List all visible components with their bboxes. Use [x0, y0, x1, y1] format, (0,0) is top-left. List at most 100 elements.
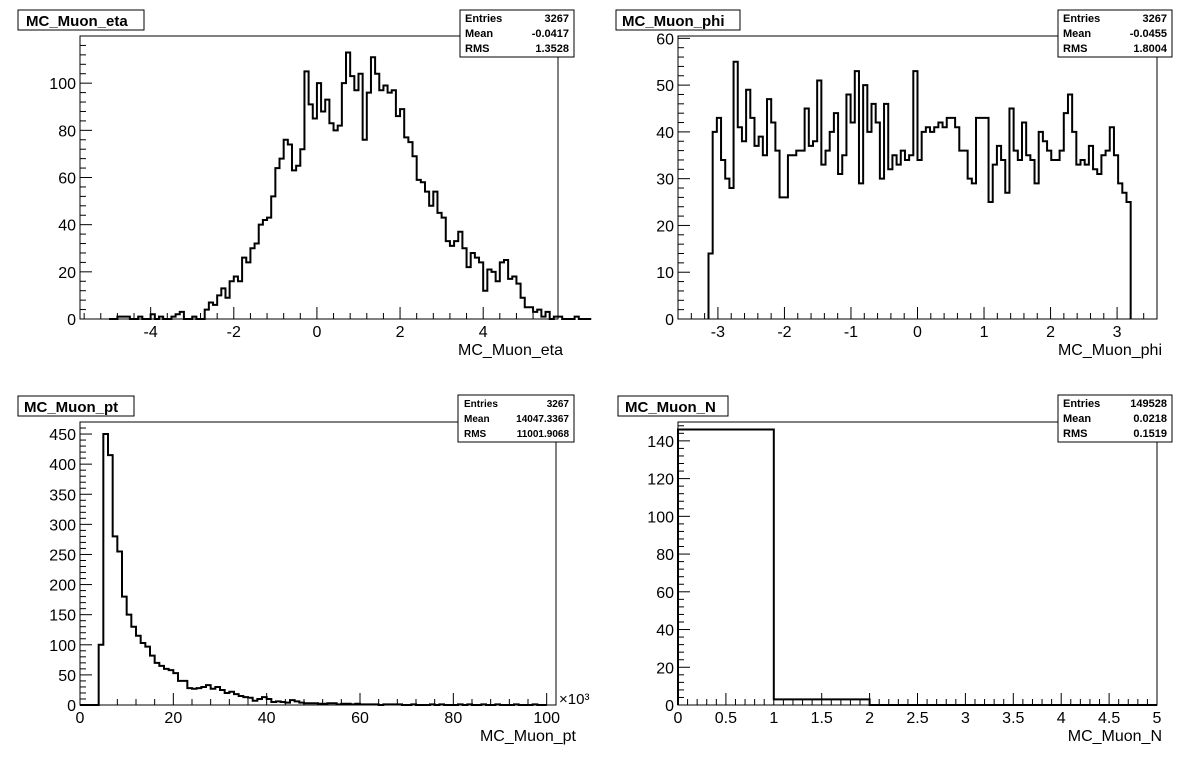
title-box: MC_Muon_N — [617, 395, 729, 417]
stats-box: Entries 3267 Mean 14047.3367 RMS 11001.9… — [457, 394, 575, 443]
x-axis: -4 -2 0 2 4 — [83, 307, 551, 341]
histogram-outline — [109, 51, 592, 320]
y-tick-label: 200 — [49, 578, 76, 595]
histogram-outline — [707, 60, 1132, 319]
stats-rms-value: 1.3528 — [535, 43, 569, 55]
plot-frame — [79, 35, 559, 320]
panel-mc-muon-n: 0 20 40 60 80 100 120 140 0 0.5 1 1.5 2 2.5 3 3.5 4 4.5 5… — [617, 394, 1173, 745]
stats-mean-value: 14047.3367 — [516, 414, 569, 425]
stats-rms-value: 1.8004 — [1133, 43, 1168, 55]
x-axis: 0 20 40 60 80 100 — [76, 693, 560, 727]
y-tick-label: 50 — [656, 78, 674, 95]
y-tick-label: 60 — [656, 585, 674, 602]
stats-entries-value: 3267 — [545, 13, 569, 25]
x-tick-label: 5 — [1153, 710, 1162, 727]
x-axis: -3 -2 -1 0 1 2 3 — [677, 307, 1158, 341]
stats-entries-value: 149528 — [1130, 398, 1167, 410]
title-box-frame — [615, 9, 741, 31]
stats-box-frame — [1057, 9, 1173, 58]
title-box-frame — [17, 9, 145, 31]
chart-title: MC_Muon_phi — [622, 13, 725, 30]
y-tick-label: 150 — [49, 608, 76, 625]
x-tick-label: 100 — [533, 710, 560, 727]
x-tick-label: -2 — [777, 324, 791, 341]
stats-mean-value: -0.0417 — [532, 28, 569, 40]
x-tick-label: -3 — [711, 324, 725, 341]
x-tick-label: 4.5 — [1098, 710, 1120, 727]
stats-mean-label: Mean — [465, 28, 493, 40]
y-axis: 0 10 20 30 40 50 60 — [656, 31, 690, 329]
panel-mc-muon-pt: 0 50 100 150 200 250 300 350 400 450 0 20 40 60 80 100… — [17, 394, 589, 745]
histogram-outline — [80, 433, 547, 706]
y-tick-label: 400 — [49, 457, 76, 474]
title-box: MC_Muon_phi — [615, 9, 741, 31]
x-tick-label: 1 — [980, 324, 989, 341]
x-tick-label: 80 — [444, 710, 462, 727]
x-axis-label: MC_Muon_phi — [1058, 342, 1162, 359]
title-box-frame — [617, 395, 729, 417]
plot-frame — [79, 421, 557, 706]
x-tick-label: 0 — [312, 324, 321, 341]
stats-mean-value: 0.0218 — [1133, 413, 1167, 425]
histogram-steps — [707, 60, 1132, 319]
y-tick-label: 100 — [647, 509, 674, 526]
x-axis: 0 0.5 1 1.5 2 2.5 3 3.5 4 4.5 5 — [674, 693, 1162, 727]
y-axis: 0 50 100 150 200 250 300 350 400 450 — [49, 421, 92, 715]
x-tick-label: 1.5 — [811, 710, 833, 727]
x-axis-label: MC_Muon_N — [1068, 728, 1162, 745]
stats-rms-label: RMS — [465, 43, 489, 55]
x-tick-label: 0.5 — [715, 710, 737, 727]
x-tick-label: -2 — [227, 324, 241, 341]
y-tick-label: 0 — [67, 698, 76, 715]
y-tick-label: 40 — [656, 125, 674, 142]
y-tick-label: 0 — [665, 698, 674, 715]
stats-box-frame — [1057, 394, 1173, 443]
y-tick-label: 80 — [656, 547, 674, 564]
y-tick-label: 60 — [656, 31, 674, 48]
x-tick-label: 3 — [1113, 324, 1122, 341]
x-tick-label: 0 — [913, 324, 922, 341]
y-axis: 0 20 40 60 80 100 — [49, 35, 92, 329]
x-tick-label: 3 — [961, 710, 970, 727]
stats-box: Entries 149528 Mean 0.0218 RMS 0.1519 — [1057, 394, 1173, 443]
x-tick-label: 2 — [1046, 324, 1055, 341]
stats-mean-label: Mean — [464, 414, 490, 425]
panel-mc-muon-eta: 0 20 40 60 80 100 -4 -2 0 2 4 Entries 3267 Mean -… — [17, 9, 592, 359]
y-tick-label: 10 — [656, 265, 674, 282]
stats-rms-label: RMS — [1063, 43, 1087, 55]
y-tick-label: 450 — [49, 427, 76, 444]
stats-entries-value: 3267 — [1143, 13, 1167, 25]
stats-entries-value: 3267 — [547, 399, 570, 410]
histogram-steps — [80, 433, 547, 706]
y-tick-label: 120 — [647, 472, 674, 489]
x-tick-label: 4 — [1057, 710, 1066, 727]
y-tick-label: 40 — [58, 218, 76, 235]
stats-box: Entries 3267 Mean -0.0455 RMS 1.8004 — [1057, 9, 1173, 58]
y-tick-label: 350 — [49, 487, 76, 504]
title-box: MC_Muon_pt — [17, 395, 135, 417]
y-tick-label: 50 — [58, 668, 76, 685]
x-tick-label: 3.5 — [1002, 710, 1024, 727]
y-tick-label: 250 — [49, 547, 76, 564]
x-tick-label: 4 — [479, 324, 488, 341]
x-tick-label: 40 — [258, 710, 276, 727]
stats-entries-label: Entries — [1063, 398, 1100, 410]
x-tick-label: 60 — [351, 710, 369, 727]
stats-mean-value: -0.0455 — [1130, 28, 1167, 40]
y-tick-label: 60 — [58, 171, 76, 188]
y-tick-label: 20 — [656, 660, 674, 677]
stats-rms-label: RMS — [1063, 428, 1087, 440]
histogram-steps — [109, 51, 592, 320]
chart-title: MC_Muon_pt — [24, 399, 118, 416]
title-box-frame — [17, 395, 135, 417]
x-tick-label: 0 — [76, 710, 85, 727]
stats-mean-label: Mean — [1063, 413, 1091, 425]
stats-box: Entries 3267 Mean -0.0417 RMS 1.3528 — [459, 9, 575, 58]
y-tick-label: 100 — [49, 638, 76, 655]
y-axis: 0 20 40 60 80 100 120 140 — [647, 425, 690, 715]
x-tick-label: 2 — [396, 324, 405, 341]
stats-box-frame — [459, 9, 575, 58]
y-tick-label: 0 — [665, 312, 674, 329]
stats-entries-label: Entries — [464, 399, 498, 410]
